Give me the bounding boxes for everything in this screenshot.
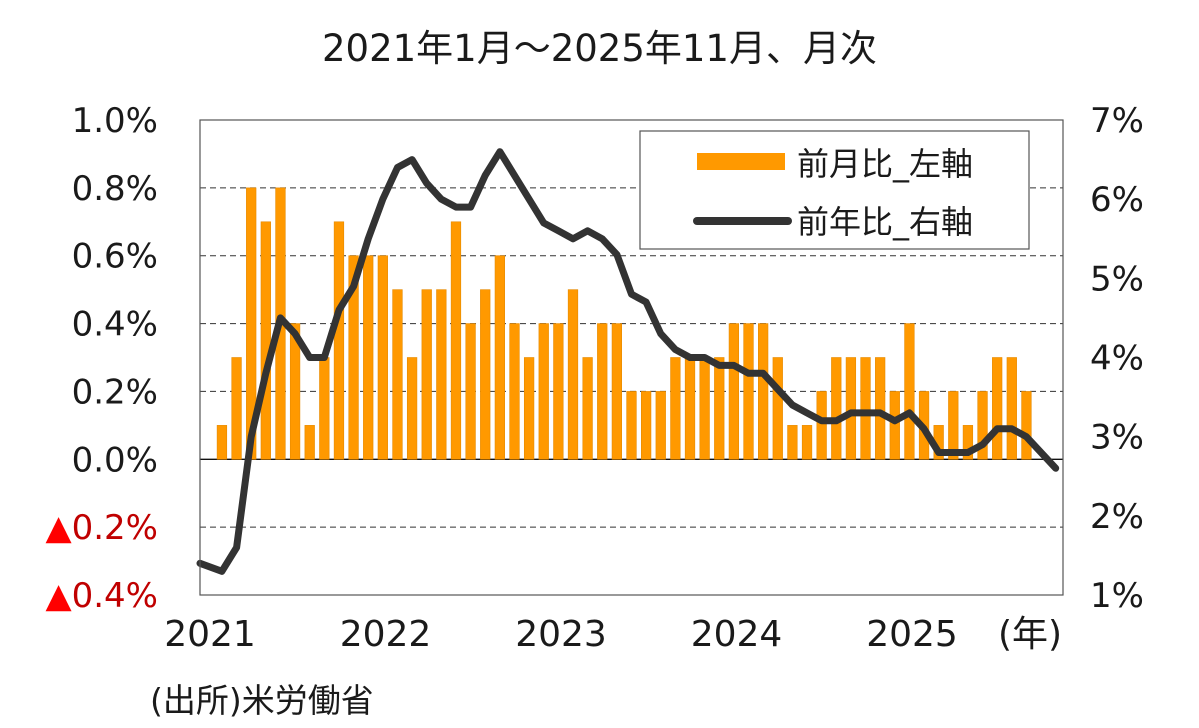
left-tick-label: 1.0% <box>72 101 158 141</box>
bar <box>377 255 388 460</box>
plot-frame <box>199 119 1064 596</box>
bar <box>962 425 974 460</box>
bar <box>1006 357 1017 460</box>
bar <box>348 255 359 460</box>
left-axis-ticks: ▲0.4% ▲0.2% 0.0% 0.2% 0.4% 0.6% 0.8% 1.0% <box>45 101 158 616</box>
left-tick-label: 0.0% <box>72 440 158 480</box>
bar <box>904 323 915 460</box>
legend: 前月比_左軸 前年比_右軸 <box>639 130 1030 250</box>
right-tick-label: 6% <box>1090 180 1144 220</box>
bar <box>582 357 593 460</box>
right-axis-ticks: 1% 2% 3% 4% 5% 6% 7% <box>1090 101 1144 616</box>
bar <box>728 323 740 460</box>
legend-box <box>639 130 1030 250</box>
x-tick-label: 2021 <box>164 614 256 655</box>
right-tick-label: 4% <box>1090 339 1144 379</box>
bar <box>523 357 535 460</box>
bar <box>641 391 652 460</box>
right-tick-label: 2% <box>1090 497 1144 537</box>
bar <box>319 357 330 460</box>
bar <box>494 255 505 460</box>
x-axis-unit: (年) <box>998 614 1062 655</box>
bar <box>655 391 666 460</box>
bar <box>611 323 622 460</box>
bar <box>304 425 315 460</box>
bar <box>626 391 637 460</box>
legend-label-mom: 前月比_左軸 <box>797 145 973 183</box>
bar <box>948 391 959 460</box>
bar <box>289 323 301 460</box>
legend-bar-swatch <box>697 153 785 170</box>
bar <box>216 425 228 460</box>
bar <box>831 357 842 460</box>
right-tick-label: 1% <box>1090 576 1144 616</box>
bar <box>670 357 681 460</box>
bar <box>333 221 345 460</box>
bar <box>889 391 900 460</box>
bar <box>684 357 696 460</box>
bar <box>875 357 886 460</box>
bar <box>450 221 462 460</box>
bar <box>392 289 403 460</box>
x-tick-label: 2025 <box>866 614 958 655</box>
bar <box>743 323 754 460</box>
left-tick-label: 0.2% <box>72 372 158 412</box>
bar <box>714 357 725 460</box>
x-tick-label: 2022 <box>340 614 432 655</box>
bar <box>816 391 827 460</box>
bar <box>992 357 1003 460</box>
right-tick-label: 7% <box>1090 101 1144 141</box>
x-tick-label: 2024 <box>691 614 783 655</box>
bar <box>553 323 564 460</box>
x-axis-ticks: 2021 2022 2023 2024 2025 (年) <box>164 614 1062 655</box>
bar <box>363 255 374 460</box>
bar <box>231 357 242 460</box>
line-series-yoy <box>196 148 1060 575</box>
right-tick-label: 5% <box>1090 259 1144 299</box>
bar <box>758 323 769 460</box>
source-note: (出所)米労働省 <box>150 681 374 720</box>
x-tick-label: 2023 <box>515 614 607 655</box>
legend-label-yoy: 前年比_右軸 <box>797 203 973 241</box>
bar <box>567 289 579 460</box>
bar <box>597 323 608 460</box>
bar <box>480 289 491 460</box>
bar <box>1021 391 1032 460</box>
left-tick-label: 0.4% <box>72 305 158 345</box>
bar <box>406 357 418 460</box>
bar <box>787 425 798 460</box>
bar <box>509 323 520 460</box>
bar <box>465 323 476 460</box>
bar <box>538 323 549 460</box>
bar <box>260 221 271 460</box>
yoy-line <box>196 148 1060 575</box>
left-tick-label: ▲0.4% <box>45 576 158 616</box>
chart-title: 2021年1月～2025年11月、月次 <box>322 27 877 70</box>
left-tick-label: ▲0.2% <box>45 508 158 548</box>
left-tick-label: 0.8% <box>72 169 158 209</box>
bar <box>699 357 710 460</box>
bar <box>860 357 871 460</box>
bar <box>845 357 857 460</box>
bar <box>772 357 783 460</box>
bar <box>977 391 988 460</box>
right-tick-label: 3% <box>1090 418 1144 458</box>
bar <box>421 289 432 460</box>
left-tick-label: 0.6% <box>72 237 158 277</box>
bar <box>801 425 813 460</box>
bar <box>436 289 447 460</box>
